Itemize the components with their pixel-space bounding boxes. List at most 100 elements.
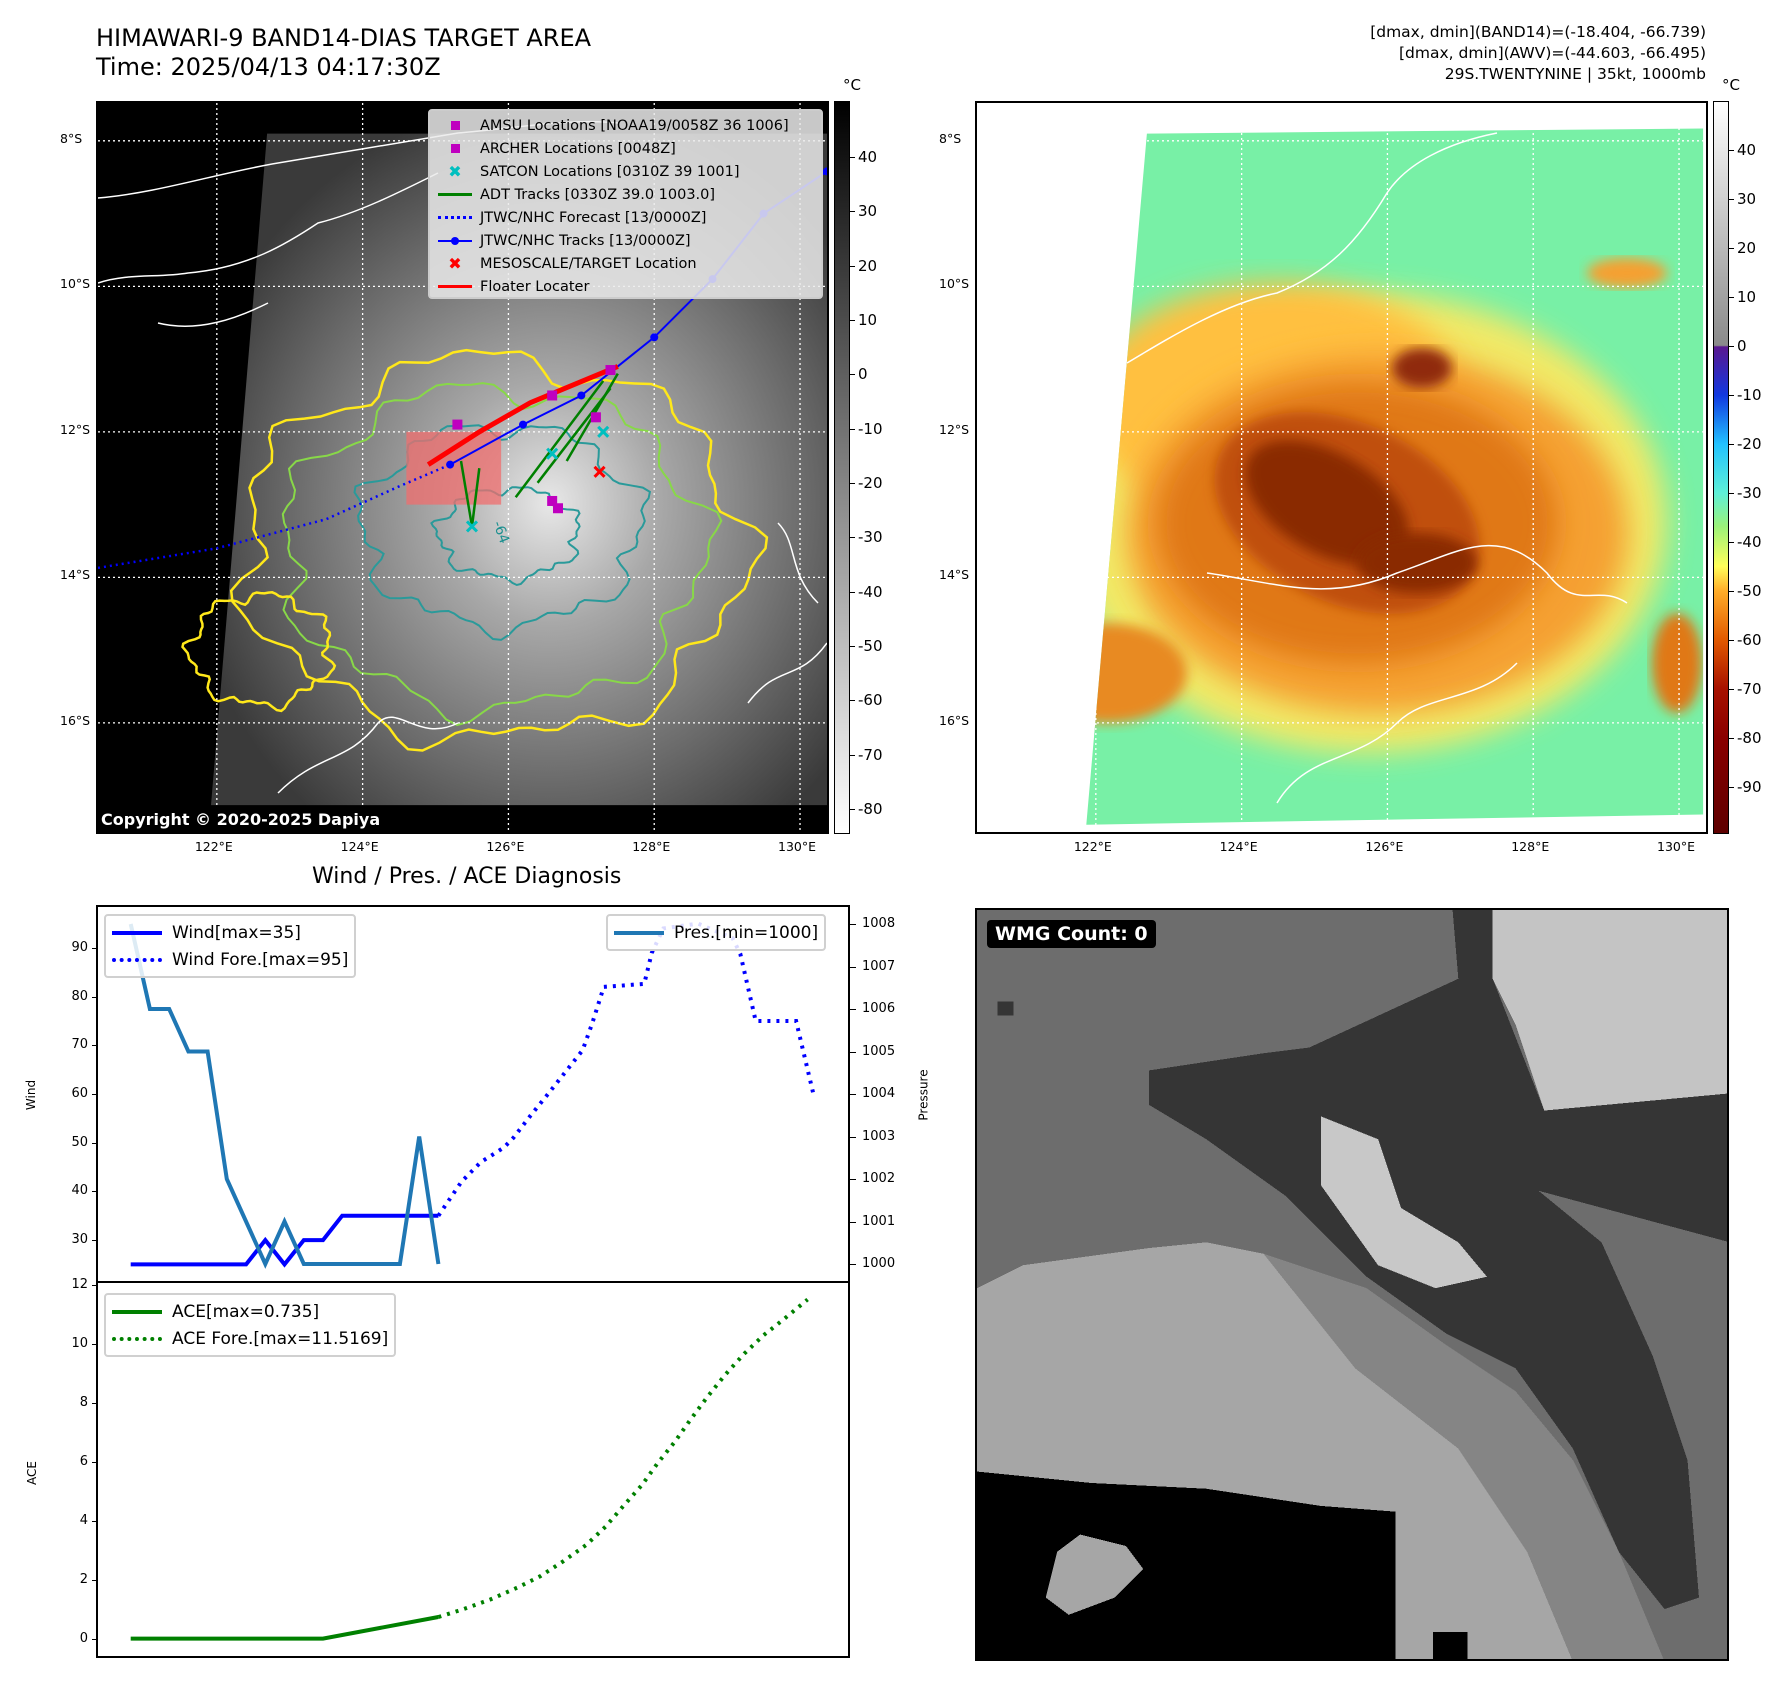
ace-axis-label: ACE: [24, 1461, 39, 1485]
wmg-gray-patch: [1045, 1534, 1144, 1615]
colorbar1-tick-mark: [850, 319, 855, 321]
colorbar2-tick-label: -10: [1737, 385, 1762, 404]
colorbar1-tick-label: -20: [858, 473, 883, 492]
amsu-location-marker: [605, 365, 616, 376]
lat-tick-label: 12°S: [60, 421, 91, 437]
cloud-contour: [281, 382, 723, 727]
legend-entry: ADT Tracks [0330Z 39.0 1003.0]: [430, 183, 821, 206]
target-area-box: [406, 431, 502, 505]
series-line-wind-fore: [436, 921, 816, 1217]
y-tick-label: 30: [71, 1232, 88, 1248]
colorbar1-tick-mark: [850, 428, 855, 430]
legend-entry: JTWC/NHC Forecast [13/0000Z]: [430, 206, 821, 229]
lon-tick-label: 128°E: [1511, 839, 1550, 854]
cloud-contour: [430, 486, 581, 587]
colorbar2-tick-label: -40: [1737, 532, 1762, 551]
wmg-image: [977, 910, 1727, 1659]
y2-tick-mark: [850, 1221, 856, 1223]
y2-tick-mark: [850, 924, 856, 925]
lat-tick-label: 8°S: [60, 130, 83, 146]
colorbar2-tick-label: -50: [1737, 581, 1762, 600]
y2-tick-mark: [850, 1136, 856, 1138]
legend-label: AMSU Locations [NOAA19/0058Z 36 1006]: [480, 117, 789, 134]
amsu-location-marker: [547, 495, 558, 506]
y-tick-label: 8: [79, 1395, 88, 1411]
colorbar1-tick-label: 0: [858, 365, 868, 384]
awv-map-panel: [975, 101, 1708, 834]
title-text: HIMAWARI-9 BAND14-DIAS TARGET AREA: [96, 24, 592, 52]
stats-block: [dmax, dmin](BAND14)=(-18.404, -66.739) …: [1370, 22, 1706, 85]
legend-line-dot-icon: [430, 236, 480, 245]
legend-label: MESOSCALE/TARGET Location: [480, 255, 697, 272]
colorbar2-tick-label: 10: [1737, 287, 1757, 306]
ace-legend: ACE[max=0.735] ACE Fore.[max=11.5169]: [104, 1293, 397, 1357]
y2-tick-mark: [850, 1009, 856, 1010]
lon-tick-label: 122°E: [1073, 839, 1112, 854]
adt-track: [459, 460, 474, 527]
jtwc-track-point: [519, 420, 528, 429]
ir-colorbar: [834, 101, 850, 834]
y2-tick-mark: [850, 1264, 856, 1265]
wind-legend-label: Wind[max=35]: [172, 922, 301, 943]
pressure-legend-line: [614, 930, 664, 935]
colorbar2-tick-mark: [1729, 394, 1734, 396]
lon-tick-label: 130°E: [1657, 839, 1696, 854]
satellite-swath: [211, 133, 827, 806]
colorbar1-tick-mark: [850, 374, 855, 376]
y2-tick-mark: [850, 1051, 856, 1053]
track-overlays: [98, 167, 827, 570]
time-text: Time: 2025/04/13 04:17:30Z: [96, 53, 441, 81]
map-legend: AMSU Locations [NOAA19/0058Z 36 1006] ARC…: [428, 109, 823, 299]
graticule: [977, 103, 1706, 832]
stats-band14: [dmax, dmin](BAND14)=(-18.404, -66.739): [1370, 23, 1706, 41]
colorbar1-tick-label: -10: [858, 419, 883, 438]
y-tick-label: 0: [79, 1630, 88, 1646]
ir-map: -64: [98, 103, 827, 832]
y-tick-label: 40: [71, 1183, 88, 1199]
colorbar2-tick-label: 40: [1737, 140, 1757, 159]
ace-legend-label: ACE[max=0.735]: [172, 1301, 320, 1322]
colorbar2-tick-mark: [1729, 492, 1734, 494]
colorbar1-tick-label: -70: [858, 745, 883, 764]
series-line-ace: [130, 1615, 439, 1641]
wind-fore-legend-line: [112, 957, 162, 962]
legend-entry: Floater Locater: [430, 275, 821, 298]
floater-locater-line: [426, 364, 619, 467]
y2-tick-label: 1001: [862, 1213, 896, 1229]
y-tick-mark: [92, 1461, 98, 1463]
wind-legend: Wind[max=35] Wind Fore.[max=95]: [104, 914, 357, 978]
wmg-mid-strip: [1263, 1253, 1664, 1659]
y2-tick-label: 1003: [862, 1128, 896, 1144]
y-tick-mark: [92, 1285, 98, 1287]
colorbar2-tick-label: -60: [1737, 630, 1762, 649]
y-tick-label: 50: [71, 1134, 88, 1150]
amsu-location-marker: [547, 390, 558, 401]
jtwc-track-point: [577, 391, 586, 400]
lat-tick-label: 10°S: [939, 276, 970, 292]
wmg-black-block: [1433, 1631, 1468, 1659]
jtwc-track-point: [446, 460, 455, 469]
legend-dotted-icon: [430, 216, 480, 219]
colorbar1-tick-label: -50: [858, 636, 883, 655]
wind-pressure-plot: [128, 921, 816, 1269]
lat-tick-label: 16°S: [60, 712, 91, 728]
colorbar2-tick-mark: [1729, 247, 1734, 249]
adt-track: [536, 387, 612, 484]
lat-tick-label: 12°S: [939, 421, 970, 437]
colorbar1-unit: °C: [843, 76, 861, 94]
colorbar2-tick-mark: [1729, 541, 1734, 543]
y-tick-mark: [92, 1045, 98, 1047]
lat-tick-label: 14°S: [939, 567, 970, 583]
colorbar2-tick-label: -20: [1737, 434, 1762, 453]
y-tick-mark: [92, 1094, 98, 1095]
ace-plot: [130, 1297, 809, 1641]
wmg-panel: [975, 908, 1729, 1661]
lat-tick-label: 16°S: [939, 712, 970, 728]
wmg-black-region: [977, 1471, 1396, 1659]
colorbar2-tick-mark: [1729, 198, 1734, 200]
wmg-light-region: [1492, 910, 1727, 1111]
satcon-location-marker: [597, 425, 610, 438]
colorbar2-tick-mark: [1729, 688, 1734, 690]
colorbar1-tick-mark: [850, 809, 855, 810]
lon-tick-label: 128°E: [632, 839, 671, 854]
